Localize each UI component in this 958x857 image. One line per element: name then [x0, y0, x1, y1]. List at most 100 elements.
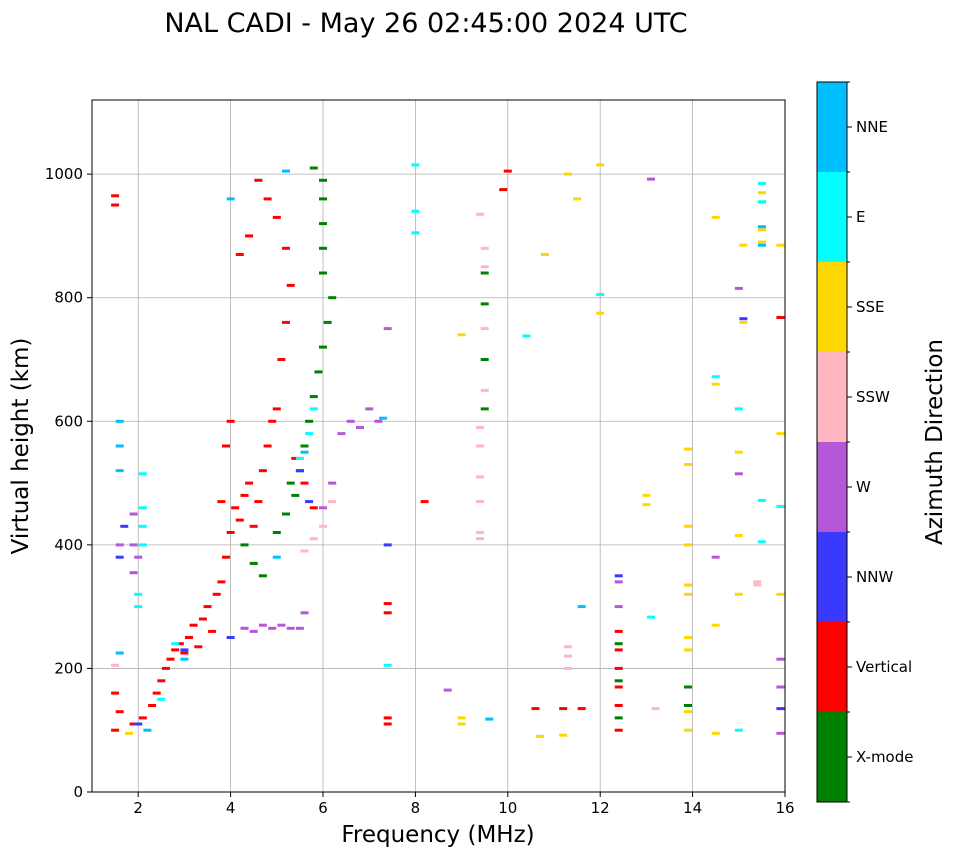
point-vertical: [614, 704, 623, 707]
point-x-mode: [286, 481, 295, 485]
point-vertical: [185, 636, 193, 639]
data-points: [111, 163, 785, 738]
point-w: [374, 419, 383, 423]
point-vertical: [577, 707, 586, 711]
point-x-mode: [291, 493, 300, 497]
point-nne: [115, 469, 124, 473]
point-x-mode: [300, 444, 309, 448]
colorbar-segment: [817, 352, 847, 442]
point-ssw: [563, 645, 572, 649]
x-tick-label: 8: [411, 799, 421, 817]
point-w: [356, 426, 364, 429]
point-sse: [684, 592, 692, 596]
colorbar-segment: [817, 442, 847, 532]
point-vertical: [198, 617, 207, 621]
colorbar-segment: [817, 532, 847, 622]
colorbar-category-label: W: [856, 478, 871, 496]
point-vertical: [614, 685, 623, 689]
y-tick-label: 400: [54, 536, 83, 554]
point-vertical: [203, 605, 212, 609]
point-e: [138, 524, 147, 528]
x-tick-label: 4: [226, 799, 236, 817]
y-tick-label: 200: [54, 659, 83, 677]
point-nne: [577, 605, 586, 609]
point-vertical: [148, 704, 157, 707]
point-vertical: [111, 203, 120, 207]
point-ssw: [753, 580, 762, 584]
point-vertical: [383, 722, 392, 726]
point-vertical: [776, 316, 785, 319]
point-nne: [272, 555, 281, 559]
point-ssw: [480, 246, 489, 250]
point-vertical: [272, 407, 281, 411]
point-vertical: [217, 500, 226, 504]
y-axis-ticks: 0 200 400 600 800 1000: [45, 165, 92, 801]
chart-title: NAL CADI - May 26 02:45:00 2024 UTC: [164, 8, 687, 39]
x-axis-label: Frequency (MHz): [341, 822, 534, 848]
point-vertical: [111, 194, 120, 198]
point-nne: [757, 243, 766, 247]
point-ssw: [753, 583, 762, 587]
colorbar-segment: [817, 82, 847, 172]
point-w: [129, 512, 138, 516]
point-vertical: [175, 642, 184, 646]
point-sse: [711, 731, 720, 735]
point-sse: [457, 722, 466, 726]
point-sse: [642, 493, 651, 497]
point-e: [157, 697, 166, 701]
point-w: [286, 626, 295, 630]
point-e: [309, 407, 318, 411]
point-ssw: [563, 654, 572, 658]
point-w: [328, 481, 337, 485]
point-x-mode: [319, 345, 327, 349]
point-nnw: [305, 500, 314, 504]
point-e: [138, 472, 147, 476]
point-vertical: [559, 707, 568, 711]
point-vertical: [240, 493, 249, 497]
point-vertical: [166, 657, 175, 661]
point-sse: [757, 240, 766, 244]
point-w: [268, 626, 277, 630]
point-ssw: [111, 663, 120, 667]
point-w: [319, 506, 327, 510]
colorbar-category-label: SSW: [856, 388, 890, 406]
point-sse: [757, 228, 766, 232]
point-vertical: [157, 679, 166, 683]
point-vertical: [282, 246, 290, 250]
point-x-mode: [305, 419, 314, 423]
point-vertical: [194, 645, 203, 649]
point-x-mode: [282, 512, 290, 516]
point-vertical: [111, 728, 120, 732]
y-tick-label: 1000: [45, 165, 83, 183]
point-ssw: [476, 500, 485, 504]
point-w: [383, 327, 392, 331]
point-vertical: [222, 444, 230, 448]
point-nne: [226, 197, 235, 201]
point-w: [337, 432, 346, 436]
y-tick-label: 600: [54, 412, 83, 430]
point-vertical: [383, 611, 392, 615]
x-tick-label: 2: [133, 799, 143, 817]
point-sse: [642, 503, 651, 507]
point-w: [249, 629, 258, 633]
point-x-mode: [258, 574, 267, 578]
point-sse: [684, 447, 692, 451]
point-vertical: [383, 716, 392, 720]
point-e: [134, 605, 143, 609]
point-vertical: [189, 623, 198, 627]
point-w: [711, 555, 720, 559]
point-e: [711, 375, 720, 379]
point-sse: [776, 592, 785, 596]
point-ssw: [480, 265, 489, 269]
point-sse: [457, 716, 466, 720]
point-vertical: [531, 707, 540, 711]
point-e: [647, 615, 655, 619]
point-sse: [573, 197, 582, 201]
point-sse: [684, 543, 692, 547]
point-e: [757, 200, 766, 204]
point-x-mode: [319, 222, 327, 226]
point-ssw: [476, 212, 485, 216]
point-x-mode: [323, 320, 332, 324]
point-nnw: [120, 524, 129, 528]
